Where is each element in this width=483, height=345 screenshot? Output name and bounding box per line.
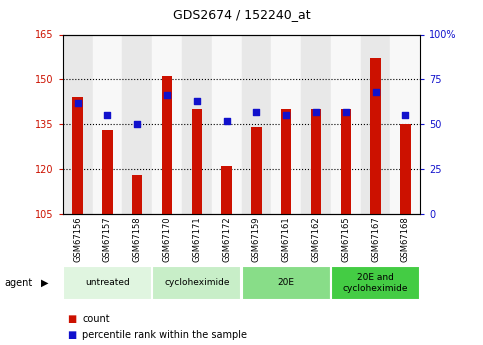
Point bbox=[163, 93, 171, 98]
Point bbox=[74, 100, 82, 106]
Bar bbox=[102, 130, 113, 214]
Bar bbox=[242, 266, 331, 300]
Text: ■: ■ bbox=[68, 314, 77, 324]
Point bbox=[282, 112, 290, 118]
Bar bbox=[361, 34, 390, 214]
Point bbox=[401, 112, 409, 118]
Bar bbox=[301, 34, 331, 214]
Bar bbox=[400, 124, 411, 214]
Text: untreated: untreated bbox=[85, 278, 130, 287]
Point bbox=[342, 109, 350, 115]
Bar bbox=[251, 127, 262, 214]
Bar bbox=[63, 266, 152, 300]
Bar bbox=[331, 34, 361, 214]
Bar bbox=[162, 76, 172, 214]
Text: 20E: 20E bbox=[278, 278, 295, 287]
Text: 20E and
cycloheximide: 20E and cycloheximide bbox=[343, 273, 408, 293]
Text: ▶: ▶ bbox=[41, 278, 49, 288]
Point bbox=[193, 98, 201, 104]
Bar bbox=[63, 34, 93, 214]
Bar bbox=[182, 34, 212, 214]
Bar bbox=[152, 34, 182, 214]
Text: cycloheximide: cycloheximide bbox=[164, 278, 229, 287]
Bar bbox=[271, 34, 301, 214]
Bar bbox=[132, 175, 142, 214]
Point bbox=[253, 109, 260, 115]
Bar bbox=[242, 34, 271, 214]
Bar bbox=[370, 58, 381, 214]
Bar bbox=[152, 266, 242, 300]
Text: ■: ■ bbox=[68, 331, 77, 340]
Bar bbox=[341, 109, 351, 214]
Point bbox=[104, 112, 112, 118]
Bar bbox=[212, 34, 242, 214]
Bar bbox=[311, 109, 321, 214]
Text: count: count bbox=[82, 314, 110, 324]
Bar bbox=[93, 34, 122, 214]
Point bbox=[312, 109, 320, 115]
Point bbox=[133, 121, 141, 127]
Bar bbox=[390, 34, 420, 214]
Bar bbox=[331, 266, 420, 300]
Point bbox=[223, 118, 230, 124]
Bar bbox=[221, 166, 232, 214]
Text: percentile rank within the sample: percentile rank within the sample bbox=[82, 331, 247, 340]
Bar bbox=[122, 34, 152, 214]
Text: GDS2674 / 152240_at: GDS2674 / 152240_at bbox=[173, 8, 310, 21]
Bar bbox=[72, 97, 83, 214]
Text: agent: agent bbox=[5, 278, 33, 288]
Point bbox=[372, 89, 380, 95]
Bar bbox=[192, 109, 202, 214]
Bar bbox=[281, 109, 291, 214]
